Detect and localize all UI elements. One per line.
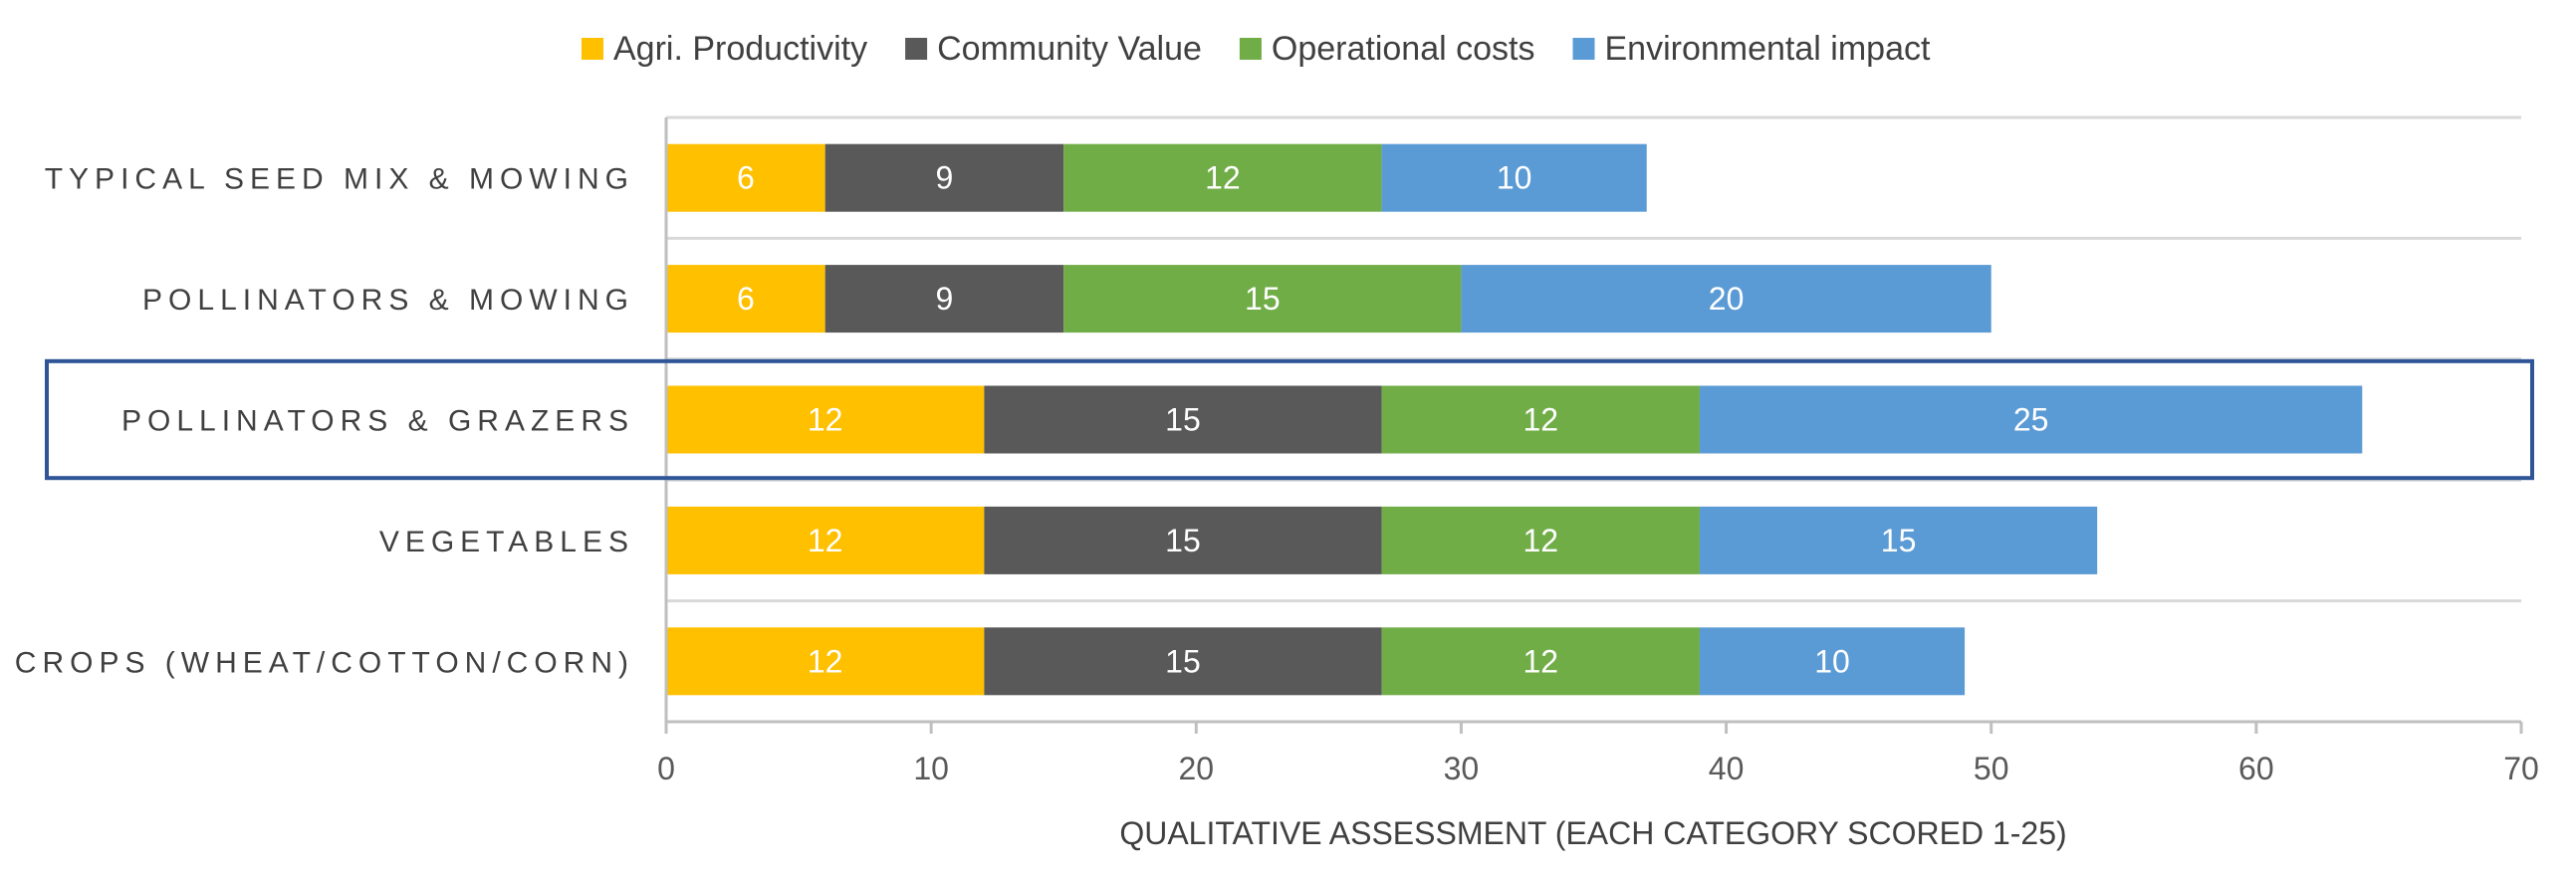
data-label: 12	[1522, 643, 1558, 679]
data-label: 6	[737, 160, 755, 196]
legend-swatch	[1239, 38, 1262, 60]
bar-segment	[666, 385, 985, 454]
data-label: 12	[808, 643, 843, 679]
bar-segment	[1381, 506, 1700, 574]
bar-segment	[1063, 143, 1382, 212]
x-axis: 0 10 20 30 40 50 60 70	[657, 117, 2539, 786]
bar-segment	[666, 265, 825, 333]
data-label: 12	[1522, 402, 1558, 438]
x-tick-label: 10	[913, 751, 949, 786]
data-label: 15	[1165, 523, 1201, 558]
x-tick-label: 30	[1444, 751, 1480, 786]
highlight-box	[45, 358, 2534, 481]
bar-segment	[1461, 265, 1991, 333]
legend-label: Community Value	[937, 30, 1202, 68]
category-labels: TYPICAL SEED MIX & MOWING POLLINATORS & M…	[15, 163, 634, 680]
bar-segment	[984, 506, 1382, 574]
data-label: 20	[1709, 281, 1745, 317]
data-label: 12	[808, 523, 843, 558]
data-label: 10	[1814, 643, 1850, 679]
legend-swatch	[905, 38, 928, 60]
data-label: 25	[2013, 402, 2049, 438]
legend-label: Agri. Productivity	[613, 30, 867, 68]
legend-label: Operational costs	[1272, 30, 1535, 68]
bar-segment	[1699, 385, 2363, 454]
data-label: 9	[936, 160, 954, 196]
bar-segment	[1699, 627, 1966, 696]
data-label: 15	[1245, 281, 1281, 317]
bar-segment	[666, 627, 985, 696]
grid-lines	[666, 115, 2521, 603]
data-label: 12	[808, 402, 843, 438]
legend-swatch	[582, 38, 603, 60]
x-axis-title: QUALITATIVE ASSESSMENT (EACH CATEGORY SC…	[1119, 815, 2066, 851]
bars: 6 9 12 10 6 9 15 20 12 15 12 25 12 15 12 15 12 15 12 10	[666, 143, 2363, 696]
x-tick-label: 20	[1178, 751, 1214, 786]
bar-segment	[1699, 506, 2098, 574]
legend-label: Environmental impact	[1605, 30, 1931, 68]
bar-segment	[984, 627, 1382, 696]
category-label: POLLINATORS & GRAZERS	[121, 405, 634, 438]
category-label: POLLINATORS & MOWING	[142, 284, 634, 317]
legend: Agri. Productivity Community Value Operati…	[582, 30, 1931, 68]
data-label: 10	[1497, 160, 1532, 196]
data-label: 15	[1165, 643, 1201, 679]
legend-swatch	[1572, 38, 1595, 60]
category-label: VEGETABLES	[379, 526, 634, 558]
x-tick-label: 70	[2503, 751, 2539, 786]
bar-segment	[824, 143, 1064, 212]
bar-segment	[1063, 265, 1462, 333]
highlight-rect	[45, 358, 2534, 481]
data-label: 15	[1881, 523, 1917, 558]
bar-segment	[1381, 385, 1700, 454]
x-tick-label: 60	[2238, 751, 2274, 786]
bar-segment	[666, 143, 825, 212]
x-tick-label: 40	[1709, 751, 1745, 786]
x-tick-label: 0	[657, 751, 675, 786]
bar-segment	[984, 385, 1382, 454]
data-label: 6	[737, 281, 755, 317]
x-tick-label: 50	[1974, 751, 2009, 786]
category-label: TYPICAL SEED MIX & MOWING	[45, 163, 634, 196]
data-label: 12	[1205, 160, 1241, 196]
category-label: CROPS (WHEAT/COTTON/CORN)	[15, 646, 634, 679]
data-label: 12	[1522, 523, 1558, 558]
bar-segment	[1381, 143, 1647, 212]
bar-segment	[824, 265, 1064, 333]
data-label: 9	[936, 281, 954, 317]
data-label: 15	[1165, 402, 1201, 438]
bar-segment	[666, 506, 985, 574]
bar-segment	[1381, 627, 1700, 696]
